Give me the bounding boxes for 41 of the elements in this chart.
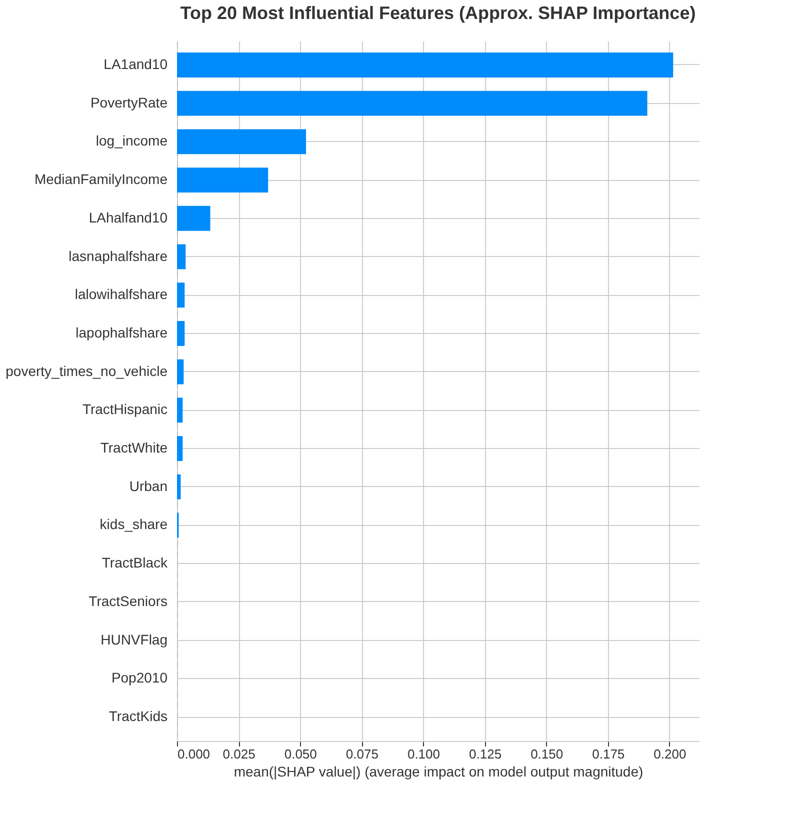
bar: [177, 321, 185, 346]
y-tick-label: log_income: [96, 132, 168, 149]
x-axis-title: mean(|SHAP value|) (average impact on model output magnitude): [234, 764, 644, 780]
y-tick-label: TractBlack: [102, 554, 168, 571]
bar: [177, 129, 306, 154]
y-tick-label: PovertyRate: [90, 94, 168, 110]
y-tick-label: TractKids: [108, 708, 168, 724]
x-tick-label: 0.075: [346, 746, 378, 762]
y-tick-label: LA1and10: [104, 56, 168, 72]
bar: [177, 398, 183, 423]
y-tick-label: LAhalfand10: [88, 209, 168, 226]
bar: [177, 168, 268, 193]
bar: [177, 282, 185, 308]
bar: [177, 359, 184, 384]
bar: [177, 52, 674, 78]
bar: [177, 90, 648, 116]
y-tick-label: TractWhite: [100, 440, 168, 456]
bar: [177, 244, 186, 270]
bar: [177, 474, 181, 500]
bar: [177, 206, 210, 231]
x-tick-label: 0.025: [222, 746, 256, 762]
x-tick-label: 0.200: [654, 746, 686, 762]
y-tick-label: HUNVFlag: [100, 631, 168, 648]
y-tick-label: Urban: [129, 478, 168, 494]
bar: [177, 436, 183, 461]
y-tick-label: kids_share: [100, 516, 168, 532]
chart-title: Top 20 Most Influential Features (Approx. SHAP Importance): [180, 3, 696, 23]
x-tick-label: 0.150: [530, 746, 564, 762]
y-tick-label: Pop2010: [111, 670, 168, 686]
y-tick-label: lasnaphalfshare: [68, 248, 168, 264]
x-tick-label: 0.100: [407, 746, 440, 762]
x-tick-label: 0.125: [469, 746, 502, 762]
y-tick-label: poverty_times_no_vehicle: [6, 362, 168, 379]
y-tick-label: lalowihalfshare: [74, 286, 168, 302]
y-tick-label: MedianFamilyIncome: [34, 171, 168, 188]
y-tick-label: TractSeniors: [88, 592, 168, 609]
x-tick-label: 0.000: [178, 746, 210, 762]
x-tick-label: 0.050: [284, 746, 317, 762]
y-tick-label: lapophalfshare: [76, 324, 168, 340]
x-tick-label: 0.175: [592, 746, 625, 762]
y-tick-label: TractHispanic: [82, 401, 168, 418]
